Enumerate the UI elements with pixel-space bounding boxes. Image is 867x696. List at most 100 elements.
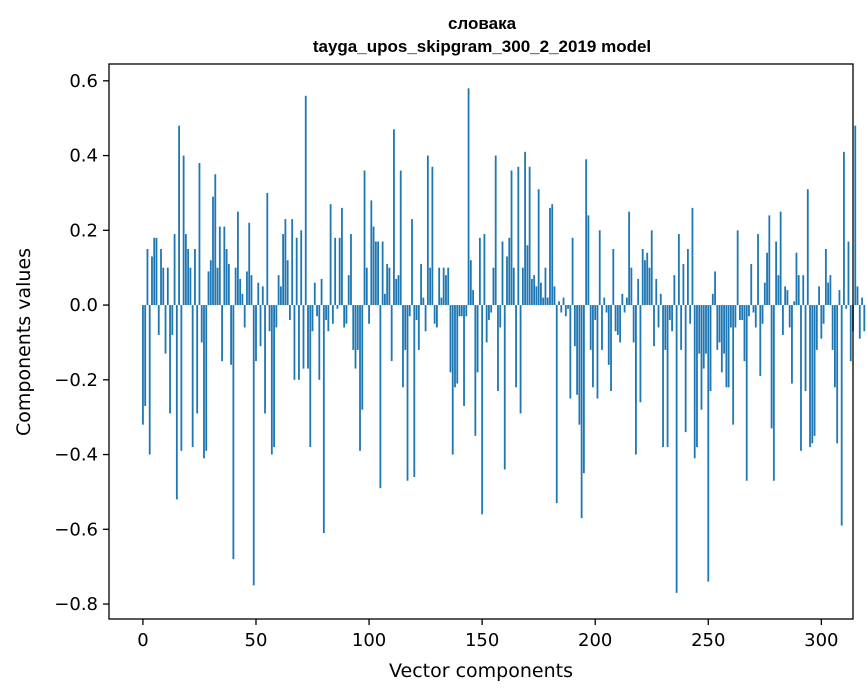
bar [687, 249, 689, 306]
bar [372, 226, 375, 306]
bar [383, 293, 386, 306]
bar [809, 305, 811, 448]
bar [216, 267, 219, 306]
bar [521, 267, 524, 306]
bar [160, 249, 162, 306]
bar [440, 297, 443, 306]
bar [279, 286, 282, 306]
bar [320, 278, 323, 306]
bar [404, 305, 407, 350]
bar [302, 305, 305, 369]
bar [549, 207, 551, 306]
bar [748, 305, 750, 317]
bar [716, 305, 719, 350]
bar [207, 271, 210, 306]
x-tick-label: 50 [245, 630, 268, 651]
bar [610, 305, 612, 392]
bar [711, 293, 714, 306]
y-tick-label: −0.4 [54, 445, 98, 466]
bar [779, 211, 782, 306]
y-axis-label: Components values [13, 248, 35, 436]
bar [653, 305, 655, 347]
bar [250, 275, 253, 306]
bar [347, 275, 350, 306]
bar [431, 166, 434, 306]
bar [806, 189, 809, 306]
bar [460, 305, 463, 317]
bar [605, 305, 608, 313]
bar [698, 305, 701, 354]
bar [691, 207, 694, 306]
bars-group [142, 88, 866, 593]
bar [709, 305, 712, 392]
bar [858, 305, 861, 339]
bar [313, 282, 316, 306]
bar [408, 305, 411, 317]
bar [144, 305, 147, 406]
bar [582, 305, 585, 474]
bar [402, 305, 404, 388]
bar [854, 125, 857, 306]
y-tick-label: −0.8 [54, 594, 98, 615]
bar [230, 305, 233, 365]
x-tick-label: 250 [691, 630, 725, 651]
bar [725, 305, 728, 388]
bar [237, 211, 239, 306]
bar [820, 305, 823, 339]
bar [325, 305, 327, 321]
bar [546, 297, 549, 306]
bar [585, 159, 588, 306]
bar [379, 305, 382, 489]
bar [655, 278, 658, 306]
bar [284, 219, 287, 306]
bar [684, 305, 687, 433]
bar [166, 267, 169, 306]
bar [429, 267, 432, 306]
bar [338, 237, 341, 306]
bar [603, 297, 606, 306]
bar [327, 305, 330, 332]
bar [594, 305, 597, 321]
bar [768, 215, 771, 306]
bar [175, 305, 178, 500]
bar [239, 278, 242, 306]
bar [840, 305, 843, 526]
bar [142, 305, 144, 425]
bar [289, 305, 291, 321]
bar [723, 305, 726, 354]
bar [243, 305, 246, 328]
bar [343, 305, 346, 328]
bar [318, 305, 321, 380]
bar [191, 305, 194, 448]
bar [571, 237, 574, 306]
bar [212, 196, 214, 306]
bar [818, 286, 820, 306]
bar [171, 305, 174, 335]
bar [268, 305, 271, 332]
bar [743, 305, 746, 362]
bar [442, 267, 445, 306]
bar [607, 305, 610, 365]
bar [707, 305, 710, 582]
bar [510, 170, 513, 306]
bar [180, 305, 183, 451]
bar [662, 305, 664, 448]
bar [227, 263, 230, 306]
bar [777, 275, 780, 306]
bar [494, 155, 497, 306]
bar [397, 275, 400, 306]
bar [639, 305, 642, 403]
bar [668, 305, 671, 321]
bar [261, 286, 264, 306]
bar [677, 234, 680, 306]
bar [632, 305, 635, 343]
bar [399, 170, 402, 306]
bar [689, 305, 692, 324]
bar [426, 155, 429, 306]
bar [336, 305, 339, 309]
bar [298, 305, 300, 380]
bar [675, 305, 678, 593]
y-axis-ticks: 0.6 0.4 0.2 0.0 −0.2 −0.4 −0.6 −0.8 [54, 71, 109, 615]
bar [508, 237, 511, 306]
bar [483, 234, 486, 306]
